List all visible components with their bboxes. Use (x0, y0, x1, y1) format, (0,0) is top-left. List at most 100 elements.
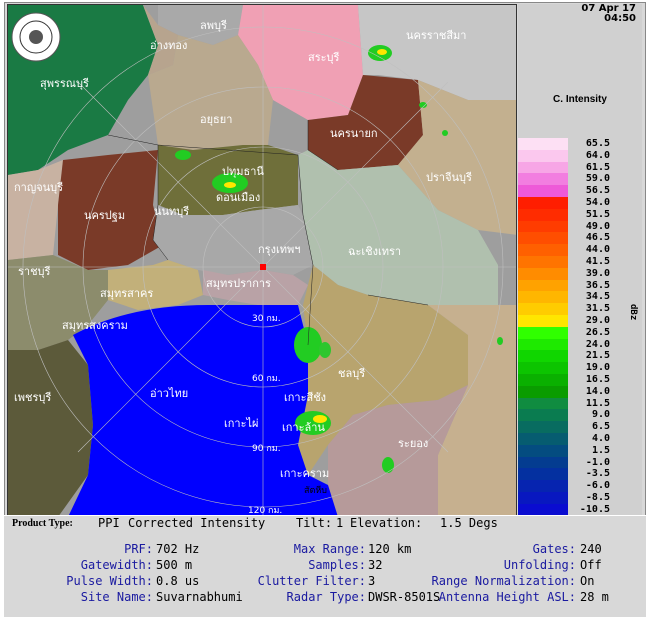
label-prachinburi: ปราจีนบุรี (426, 171, 472, 184)
scale-level: 59.0 (518, 173, 610, 186)
scale-level: 49.0 (518, 220, 610, 233)
scale-level: -1.0 (518, 456, 610, 469)
radar-type-value: DWSR-8501S (368, 590, 441, 604)
legend-panel: 07 Apr 17 04:50 C. Intensity 65.5 64.0 61.… (518, 4, 642, 516)
max-range-value: 120 km (368, 542, 412, 556)
pulse-width-value: 0.8 us (156, 574, 200, 588)
scale-value: 19.0 (585, 362, 610, 374)
gates-label: Gates: (532, 542, 576, 556)
scale-level: 29.0 (518, 315, 610, 327)
label-ayutthaya: อยุธยา (200, 113, 232, 126)
scale-swatch (518, 161, 568, 174)
radar-site-marker (260, 264, 266, 270)
scale-swatch (518, 173, 568, 186)
scale-level: 41.5 (518, 256, 610, 268)
province-kanchanaburi (8, 160, 63, 260)
label-sea: อ่าวไทย (150, 387, 188, 400)
elevation-value: 1.5 Degs (440, 516, 498, 530)
scale-level: 56.5 (518, 185, 610, 198)
label-phetchaburi: เพชรบุรี (14, 391, 51, 404)
range-label-30km: 30 กม. (252, 314, 281, 324)
tilt-label: Tilt: (296, 516, 333, 530)
scale-value: 29.0 (585, 315, 610, 326)
label-lopburi: ลพบุรี (200, 19, 227, 32)
pulse-width-label: Pulse Width: (66, 574, 153, 588)
unfolding-label: Unfolding: (503, 558, 576, 572)
label-ko-phai: เกาะไผ่ (224, 417, 258, 430)
province-samut-prakan (203, 270, 308, 305)
scale-level: 4.0 (518, 433, 610, 445)
scale-value: 6.5 (591, 421, 610, 433)
scale-title: C. Intensity (553, 94, 607, 105)
scale-swatch (518, 468, 568, 481)
scale-level: 44.0 (518, 244, 610, 257)
scale-swatch (518, 197, 568, 209)
province-lopburi (158, 5, 243, 45)
scale-level: 54.0 (518, 197, 610, 209)
province-phetchaburi (8, 340, 93, 515)
scale-value: -1.0 (585, 456, 610, 468)
label-nakhon-pathom: นครปฐม (84, 209, 125, 222)
antenna-height-label: Antenna Height ASL: (438, 590, 576, 604)
scale-level: 39.0 (518, 267, 610, 280)
scale-swatch (518, 138, 568, 150)
scale-level: 11.5 (518, 397, 610, 410)
scale-level: 51.5 (518, 208, 610, 221)
radar-type-label: Radar Type: (286, 590, 366, 604)
product-name: Corrected Intensity (128, 516, 266, 530)
scale-level: 1.5 (518, 444, 610, 457)
scale-value: 49.0 (585, 220, 610, 232)
prf-value: 702 Hz (156, 542, 200, 556)
province-samut-sakhon (108, 260, 203, 310)
province-chanthaburi (428, 305, 516, 515)
scale-swatch (518, 326, 568, 339)
scale-swatch (518, 374, 568, 386)
scale-level: -6.0 (518, 480, 610, 493)
scale-swatch (518, 149, 568, 162)
scan-datetime: 07 Apr 17 04:50 (518, 4, 642, 24)
scale-swatch (518, 338, 568, 351)
scale-level: 34.5 (518, 291, 610, 304)
elevation-label: Elevation: (350, 516, 423, 530)
scale-swatch (518, 185, 568, 198)
scale-level: 24.0 (518, 338, 610, 351)
scale-level: -10.5 (518, 503, 610, 516)
scale-value: 65.5 (585, 138, 610, 149)
range-normalization-label: Range Normalization: (431, 574, 577, 588)
label-kanchanaburi: กาญจนบุรี (14, 181, 63, 194)
province-ang-thong (143, 5, 178, 75)
scale-unit: dBz (628, 304, 638, 321)
scale-value: 31.5 (585, 303, 610, 315)
scale-swatch (518, 291, 568, 304)
scale-value: 51.5 (585, 208, 610, 220)
label-samut-sakhon: สมุทรสาคร (100, 287, 153, 300)
scale-swatch (518, 421, 568, 434)
scale-swatch (518, 503, 568, 516)
unfolding-value: Off (580, 558, 602, 572)
gatewidth-label: Gatewidth: (80, 558, 153, 572)
scale-value: 54.0 (585, 197, 610, 208)
max-range-label: Max Range: (293, 542, 366, 556)
clutter-filter-label: Clutter Filter: (257, 574, 366, 588)
scale-level: 6.5 (518, 421, 610, 434)
radar-map-svg: ลพบุรี สระบุรี นครราชสีมา สุพรรณบุรี อ่า… (8, 5, 516, 515)
gates-value: 240 (580, 542, 602, 556)
label-ang-thong: อ่างทอง (150, 39, 187, 52)
label-nonthaburi: นนทบุรี (154, 205, 189, 218)
radar-map[interactable]: ลพบุรี สระบุรี นครราชสีมา สุพรรณบุรี อ่า… (7, 4, 517, 516)
scale-value: 34.5 (585, 291, 610, 303)
scale-level: 19.0 (518, 362, 610, 375)
gulf-of-thailand (68, 305, 338, 515)
scale-swatch (518, 267, 568, 280)
color-scale: 65.5 64.0 61.5 59.0 56.5 54.0 51.5 49.0 46.5 44.0… (518, 138, 642, 518)
label-samut-prakan: สมุทรปราการ (206, 277, 271, 290)
label-sattahip: สัตหีบ (304, 485, 327, 496)
range-rings (8, 5, 516, 515)
scale-value: 11.5 (585, 397, 610, 409)
scale-swatch (518, 362, 568, 375)
scale-value: 9.0 (591, 409, 610, 421)
label-ratchaburi: ราชบุรี (18, 265, 51, 278)
scale-level: 9.0 (518, 409, 610, 422)
scale-value: 59.0 (585, 173, 610, 185)
scale-swatch (518, 279, 568, 292)
